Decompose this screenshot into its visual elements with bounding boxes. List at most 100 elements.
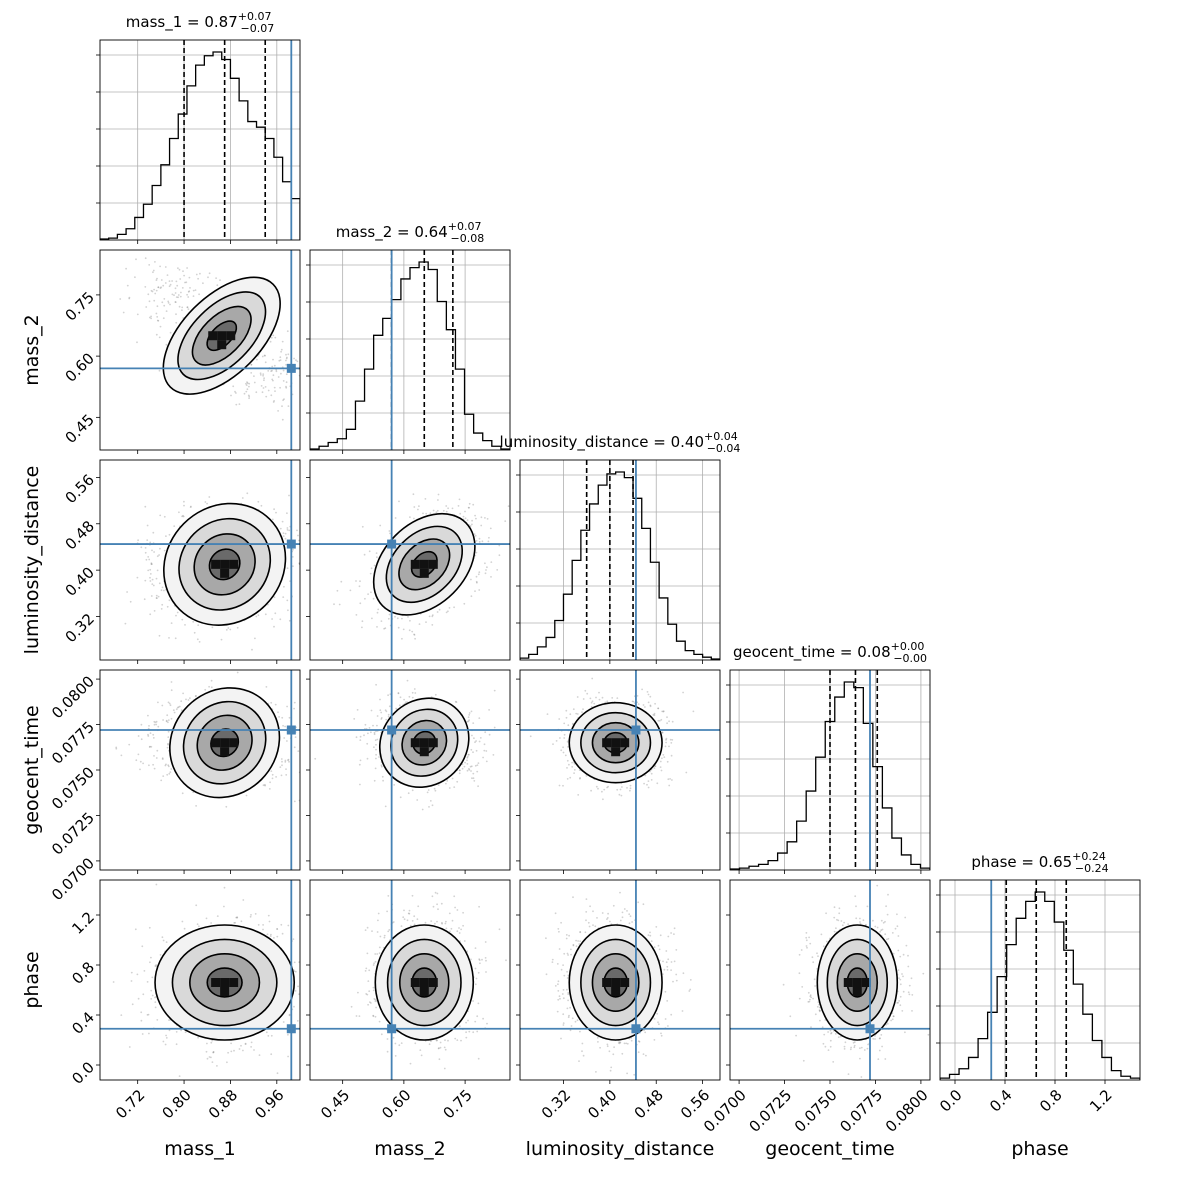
scatter-point: [286, 529, 289, 531]
scatter-point: [840, 920, 843, 922]
scatter-point: [355, 580, 357, 582]
scatter-point: [436, 611, 439, 613]
density-peak-cell: [602, 978, 612, 987]
scatter-point: [370, 567, 373, 570]
scatter-point: [401, 617, 403, 620]
scatter-point: [155, 597, 158, 599]
scatter-point: [579, 931, 582, 933]
scatter-point: [387, 713, 390, 716]
scatter-point: [154, 996, 156, 999]
scatter-point: [386, 1050, 389, 1053]
scatter-point: [122, 311, 125, 314]
scatter-point: [434, 891, 437, 894]
scatter-point: [570, 948, 572, 951]
scatter-point: [389, 532, 391, 535]
y-tick-label-mass_2: 0.60: [62, 349, 98, 385]
scatter-point: [367, 593, 369, 595]
scatter-point: [179, 278, 182, 280]
scatter-point: [890, 1019, 892, 1022]
scatter-point: [269, 340, 272, 343]
histogram-content: [310, 250, 510, 450]
scatter-point: [660, 769, 663, 772]
truth-marker: [286, 725, 296, 735]
scatter-point: [164, 1043, 167, 1046]
scatter-point: [155, 312, 158, 315]
scatter-point: [376, 953, 379, 955]
scatter-point: [472, 1031, 475, 1034]
scatter-point: [468, 506, 470, 509]
scatter-point: [809, 994, 812, 997]
density-peak-cell: [211, 559, 221, 569]
scatter-point: [437, 908, 439, 911]
scatter-point: [880, 929, 883, 932]
scatter-point: [246, 492, 249, 495]
scatter-point: [161, 758, 164, 760]
scatter-point: [807, 1001, 810, 1003]
scatter-point: [275, 370, 278, 373]
scatter-point: [262, 374, 264, 377]
scatter-point: [425, 512, 428, 515]
scatter-point: [420, 1054, 423, 1057]
scatter-point: [156, 1019, 159, 1021]
scatter-point: [468, 767, 470, 770]
scatter-point: [478, 589, 481, 591]
scatter-point: [370, 1002, 372, 1004]
scatter-point: [277, 410, 279, 412]
scatter-point: [385, 718, 388, 721]
scatter-point: [664, 990, 667, 993]
scatter-point: [428, 806, 430, 808]
scatter-point: [250, 1041, 253, 1044]
scatter-point: [445, 510, 448, 513]
scatter-point: [598, 691, 600, 694]
scatter-point: [558, 930, 560, 933]
scatter-point: [609, 1069, 612, 1072]
x-tick-label-phase: 0.4: [986, 1086, 1016, 1116]
scatter-point: [154, 292, 157, 295]
scatter-point: [560, 1037, 562, 1040]
scatter-point: [167, 701, 170, 704]
scatter-point: [176, 611, 179, 614]
scatter-point: [456, 930, 459, 933]
scatter-point: [159, 287, 162, 289]
scatter-point: [413, 517, 415, 520]
scatter-point: [280, 350, 282, 353]
scatter-point: [820, 933, 823, 936]
scatter-point: [281, 340, 284, 343]
scatter-point: [236, 916, 239, 919]
scatter-point: [234, 390, 236, 393]
scatter-point: [131, 1003, 134, 1006]
scatter-point: [137, 735, 140, 737]
scatter-point: [186, 267, 189, 269]
scatter-point: [149, 732, 152, 734]
scatter-point: [380, 717, 383, 719]
scatter-point: [407, 792, 410, 795]
scatter-point: [474, 741, 476, 744]
scatter-point: [380, 711, 383, 714]
scatter-point: [810, 996, 813, 999]
scatter-point: [187, 699, 190, 701]
scatter-point: [151, 976, 154, 979]
scatter-point: [904, 916, 907, 919]
scatter-point: [876, 926, 879, 929]
scatter-point: [623, 1042, 626, 1045]
scatter-point: [366, 757, 369, 760]
scatter-point: [802, 1059, 805, 1062]
scatter-point: [566, 767, 568, 769]
scatter-point: [273, 937, 275, 939]
scatter-point: [364, 723, 367, 726]
scatter-point: [271, 369, 273, 372]
scatter-point: [572, 708, 575, 711]
scatter-point: [825, 912, 827, 915]
density-peak-cell: [220, 747, 230, 757]
scatter-point: [182, 270, 184, 273]
scatter-point: [817, 955, 819, 958]
scatter-point: [274, 336, 277, 339]
scatter-point: [112, 981, 115, 983]
scatter-point: [561, 993, 564, 995]
scatter-point: [358, 585, 361, 588]
scatter-point: [264, 784, 266, 787]
scatter-point: [167, 300, 170, 303]
scatter-point: [467, 720, 470, 723]
scatter-point: [487, 540, 490, 543]
scatter-point: [370, 731, 372, 734]
